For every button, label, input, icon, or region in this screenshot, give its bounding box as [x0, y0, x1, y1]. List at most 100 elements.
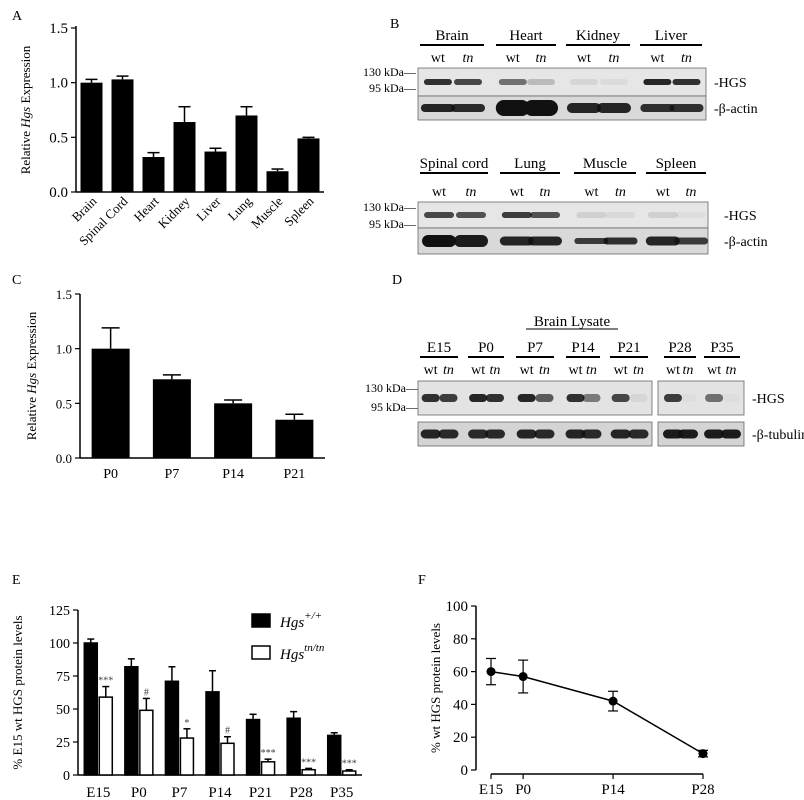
group-header: Liver	[655, 28, 687, 44]
series-line	[490, 670, 704, 755]
x-tick-label: P14	[222, 467, 244, 482]
bar-p0	[91, 348, 130, 458]
genotype-wt: wt	[569, 363, 583, 378]
band	[574, 238, 609, 244]
genotype-wt: wt	[707, 363, 721, 378]
genotype-wt: wt	[577, 51, 591, 66]
panel-letter-e: E	[12, 573, 21, 588]
band	[705, 394, 724, 402]
x-tick-label: Muscle	[248, 193, 286, 231]
x-tick-label: P35	[330, 785, 353, 800]
genotype-wt: wt	[614, 363, 628, 378]
band	[605, 212, 636, 218]
band	[721, 429, 741, 439]
band-label-loading-control: -β-actin	[714, 102, 758, 117]
band	[600, 79, 628, 85]
group-header: P21	[617, 340, 640, 356]
band-label-loading-control: -β-actin	[724, 235, 768, 250]
band	[422, 235, 457, 247]
genotype-wt: wt	[471, 363, 485, 378]
significance-marker: #	[225, 726, 230, 737]
bar-wildtype	[124, 666, 139, 776]
y-tick-label: 0	[461, 763, 469, 779]
x-tick-label: P21	[283, 467, 305, 482]
y-axis-label: Relative Hgs Expression	[24, 311, 39, 440]
marker-130kda: 130 kDa—	[363, 65, 417, 79]
panel-letter-d: D	[392, 273, 402, 288]
band	[524, 100, 558, 116]
bar-lung	[235, 115, 258, 192]
genotype-tn: tn	[609, 51, 620, 66]
bar-kidney	[173, 122, 196, 192]
bar-wildtype	[164, 680, 180, 776]
genotype-tn: tn	[490, 363, 501, 378]
bar-p21	[275, 419, 314, 458]
bar-wildtype	[286, 717, 301, 776]
group-header: P14	[571, 340, 595, 356]
group-header: P35	[710, 340, 733, 356]
y-tick-label: 40	[453, 697, 468, 713]
genotype-tn: tn	[540, 185, 551, 200]
bar-liver	[204, 151, 227, 192]
panel-letter-f: F	[418, 573, 426, 588]
band	[722, 394, 740, 402]
band	[647, 212, 678, 218]
band	[454, 79, 482, 85]
significance-marker: #	[144, 687, 149, 698]
band	[704, 429, 725, 439]
legend: Hgs+/+Hgstn/tn	[251, 610, 325, 663]
band	[663, 394, 682, 402]
x-tick-label: P28	[289, 785, 312, 800]
band	[603, 237, 638, 245]
band	[566, 394, 585, 402]
y-tick-label: 1.0	[49, 76, 68, 92]
y-tick-label: 0.0	[56, 451, 72, 466]
band	[565, 429, 586, 439]
band	[454, 235, 488, 247]
band	[495, 100, 530, 116]
group-header: E15	[427, 340, 451, 356]
genotype-wt: wt	[520, 363, 534, 378]
band	[597, 103, 631, 113]
panel-letter-c: C	[12, 273, 21, 288]
legend-genotype: tn/tn	[304, 642, 325, 654]
band	[576, 212, 607, 218]
x-tick-label: P0	[515, 782, 531, 798]
band	[662, 429, 683, 439]
blot-title: Brain Lysate	[534, 314, 611, 330]
legend-swatch	[251, 613, 271, 628]
band	[527, 79, 555, 85]
y-tick-label: 1.5	[56, 287, 72, 302]
band	[640, 104, 675, 112]
band	[569, 79, 598, 85]
bar-wildtype	[83, 642, 99, 776]
marker-95kda: 95 kDa—	[369, 81, 417, 95]
marker-130kda: 130 kDa—	[363, 200, 417, 214]
genotype-tn: tn	[633, 363, 644, 378]
y-tick-label: 20	[453, 730, 468, 746]
bar-wildtype	[245, 718, 261, 776]
band	[611, 394, 630, 402]
band	[498, 79, 527, 85]
band	[420, 429, 441, 439]
bar-p7	[152, 379, 191, 458]
marker-95kda: 95 kDa—	[369, 217, 417, 231]
panel-letter-b: B	[390, 17, 399, 32]
band	[645, 236, 680, 246]
significance-marker: *	[184, 718, 189, 729]
band	[420, 104, 455, 112]
bar-p14	[214, 403, 253, 458]
panel-f-line-chart: 0 20 40 60 80 100% wt HGS protein levels E15 P0…	[428, 599, 715, 798]
genotype-wt: wt	[584, 185, 598, 200]
significance-marker: ***	[98, 676, 113, 687]
band	[528, 236, 562, 246]
x-tick-label: P14	[601, 782, 625, 798]
y-tick-label: 1.0	[56, 342, 72, 357]
panel-c-bar-chart: 0.0 0.5 1.0 1.5 Relative Hgs Expression P0 P7 P…	[24, 287, 325, 482]
genotype-wt: wt	[506, 51, 520, 66]
band	[629, 394, 648, 402]
y-tick-label: 0.5	[49, 130, 68, 146]
legend-entry: Hgstn/tn	[279, 642, 325, 663]
x-tick-label: P21	[249, 785, 272, 800]
